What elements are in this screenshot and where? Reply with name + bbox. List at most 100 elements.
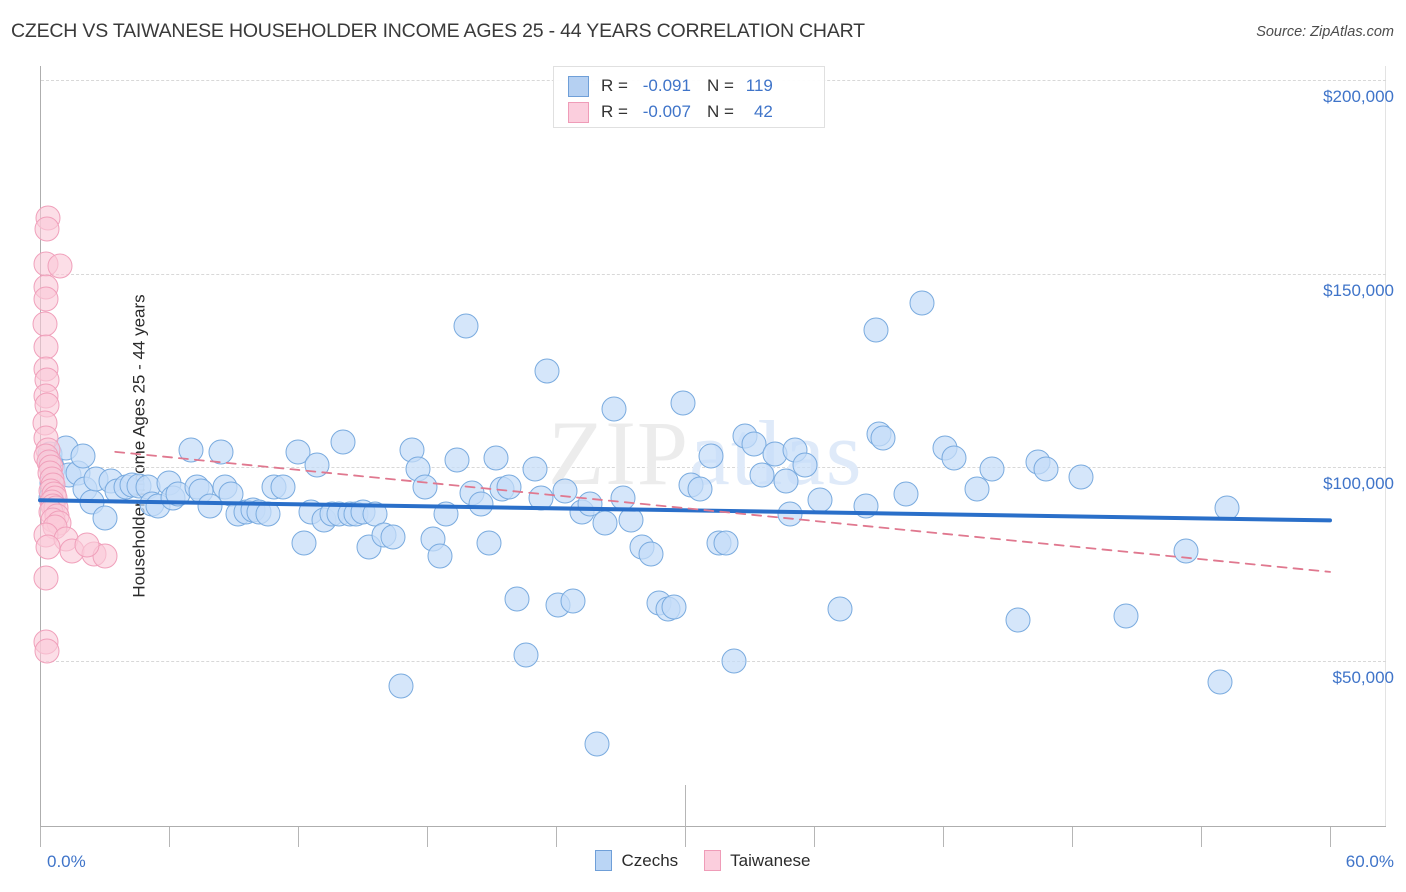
scatter-point-taiwanese[interactable] [32,311,58,337]
x-axis-line [40,826,1386,827]
scatter-point-czech[interactable] [721,648,747,674]
gridline [41,661,1386,662]
scatter-point-czech[interactable] [92,505,117,531]
scatter-point-taiwanese[interactable] [74,532,100,558]
scatter-point-czech[interactable] [255,501,281,527]
y-axis-tick-label: $200,000 [1323,87,1394,106]
scatter-point-czech[interactable] [178,437,203,463]
scatter-point-czech[interactable] [687,476,713,502]
scatter-point-czech[interactable] [618,507,644,533]
scatter-point-czech[interactable] [513,642,539,668]
scatter-point-taiwanese[interactable] [34,216,60,242]
scatter-point-taiwanese[interactable] [33,286,59,312]
x-axis-tick [427,827,428,847]
scatter-point-czech[interactable] [70,443,96,469]
x-axis-tick [814,827,815,847]
scatter-point-czech[interactable] [601,396,627,422]
scatter-point-czech[interactable] [552,478,578,504]
scatter-point-czech[interactable] [638,541,664,567]
scatter-point-czech[interactable] [1033,456,1059,482]
scatter-point-czech[interactable] [777,501,803,527]
gridline [41,273,1386,275]
scatter-point-czech[interactable] [1214,495,1240,521]
scatter-point-czech[interactable] [208,439,234,465]
scatter-point-czech[interactable] [1207,669,1233,695]
x-axis-label-min: 0.0% [47,852,86,871]
scatter-point-taiwanese[interactable] [33,334,59,360]
scatter-point-taiwanese[interactable] [47,253,73,279]
x-axis-tick [40,827,41,847]
x-axis-tick [556,827,557,847]
y-axis-title-container: Householder Income Ages 25 - 44 years [0,66,149,826]
czechs-color-swatch [568,75,589,97]
scatter-point-czech[interactable] [476,530,502,556]
scatter-point-czech[interactable] [870,425,896,451]
czechs-r-label: R = [601,76,628,95]
x-axis-tick [298,827,299,847]
scatter-point-czech[interactable] [560,588,586,614]
x-axis-tick [1330,827,1331,847]
scatter-point-czech[interactable] [528,485,554,511]
x-axis-tick [685,785,686,847]
scatter-point-czech[interactable] [444,447,470,473]
scatter-point-czech[interactable] [807,487,833,513]
scatter-point-czech[interactable] [453,313,479,339]
taiwanese-n-value: 42 [753,102,773,121]
scatter-point-czech[interactable] [979,456,1005,482]
scatter-point-czech[interactable] [504,586,530,612]
legend-swatch-czechs [595,850,613,871]
scatter-point-czech[interactable] [1068,464,1094,490]
scatter-point-czech[interactable] [749,462,775,488]
scatter-point-czech[interactable] [433,501,459,527]
czechs-r-value: -0.091 [642,76,691,95]
scatter-point-czech[interactable] [291,530,317,556]
scatter-point-czech[interactable] [1173,538,1199,564]
scatter-point-czech[interactable] [483,445,509,471]
scatter-point-czech[interactable] [270,474,296,500]
source-attribution: Source: ZipAtlas.com [1256,24,1394,40]
y-axis-tick-label: $100,000 [1323,474,1394,494]
scatter-point-czech[interactable] [853,493,879,519]
scatter-point-czech[interactable] [388,673,414,699]
legend-item-czechs[interactable]: Czechs [595,850,678,871]
scatter-point-czech[interactable] [827,596,853,622]
taiwanese-r-value: -0.007 [642,102,691,121]
page-title: CZECH VS TAIWANESE HOUSEHOLDER INCOME AG… [11,20,865,42]
y-axis-title: Householder Income Ages 25 - 44 years [129,294,149,598]
scatter-point-czech[interactable] [1113,603,1139,629]
scatter-point-czech[interactable] [592,510,618,536]
scatter-point-czech[interactable] [713,530,739,556]
plot-right-border [1385,66,1386,826]
scatter-point-czech[interactable] [304,452,330,478]
scatter-point-taiwanese[interactable] [35,534,61,560]
scatter-point-czech[interactable] [661,594,687,620]
scatter-point-taiwanese[interactable] [34,638,60,664]
scatter-point-czech[interactable] [412,474,438,500]
scatter-point-czech[interactable] [496,474,522,500]
scatter-point-czech[interactable] [863,317,889,343]
scatter-point-czech[interactable] [330,429,356,455]
scatter-point-czech[interactable] [893,481,919,507]
scatter-point-czech[interactable] [909,290,934,316]
scatter-point-czech[interactable] [941,445,967,471]
scatter-point-czech[interactable] [670,390,696,416]
y-axis-tick-label: $50,000 [1332,668,1394,687]
scatter-point-czech[interactable] [427,543,453,569]
stats-row-czechs: R = -0.091 N = 119 [568,73,814,99]
scatter-point-czech[interactable] [522,456,547,482]
scatter-point-taiwanese[interactable] [33,565,59,591]
scatter-point-czech[interactable] [534,358,560,383]
x-axis-tick [169,827,170,847]
correlation-stats-box: R = -0.091 N = 119 R = -0.007 N = 42 [553,66,825,128]
legend-item-taiwanese[interactable]: Taiwanese [704,850,811,871]
scatter-point-czech[interactable] [468,491,494,517]
scatter-point-czech[interactable] [380,524,406,550]
scatter-point-czech[interactable] [584,731,610,757]
series-legend: Czechs Taiwanese [0,850,1406,871]
czechs-n-value: 119 [745,76,773,95]
scatter-point-czech[interactable] [698,443,724,469]
scatter-point-czech[interactable] [792,452,818,478]
scatter-point-czech[interactable] [1005,607,1031,633]
czechs-n-label: N = [706,76,734,95]
